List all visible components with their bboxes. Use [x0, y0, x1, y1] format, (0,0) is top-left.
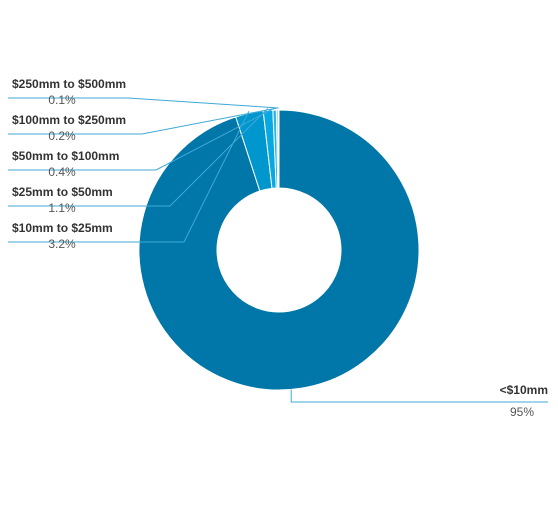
label-25mm-to-50mm: $25mm to $50mm [12, 185, 113, 199]
leader-10mm-to-25mm [8, 111, 250, 243]
slice-labels: <$10mm 95% $10mm to $25mm 3.2% $25mm to $50m… [12, 77, 548, 419]
value-100mm-to-250mm: 0.2% [48, 129, 76, 143]
value-25mm-to-50mm: 1.1% [48, 201, 76, 215]
value-50mm-to-100mm: 0.4% [48, 165, 76, 179]
slice-10mm [138, 109, 420, 391]
label-100mm-to-250mm: $100mm to $250mm [12, 113, 126, 127]
label-10mm-to-25mm: $10mm to $25mm [12, 221, 113, 235]
leader-50mm-to-100mm [8, 107, 275, 171]
leader-10mm [290, 389, 548, 403]
leader-25mm-to-50mm [8, 108, 269, 207]
value-10mm-to-25mm: 3.2% [48, 237, 76, 251]
value-250mm-to-500mm: 0.1% [48, 93, 76, 107]
label-50mm-to-100mm: $50mm to $100mm [12, 149, 119, 163]
value-10mm: 95% [510, 405, 534, 419]
donut-slices [138, 109, 420, 391]
leader-lines [8, 97, 548, 403]
leader-250mm-to-500mm [8, 97, 279, 109]
slice-250mm-to-500mm [277, 109, 280, 189]
label-10mm: <$10mm [500, 383, 548, 397]
label-250mm-to-500mm: $250mm to $500mm [12, 77, 126, 91]
leader-100mm-to-250mm [8, 107, 278, 135]
